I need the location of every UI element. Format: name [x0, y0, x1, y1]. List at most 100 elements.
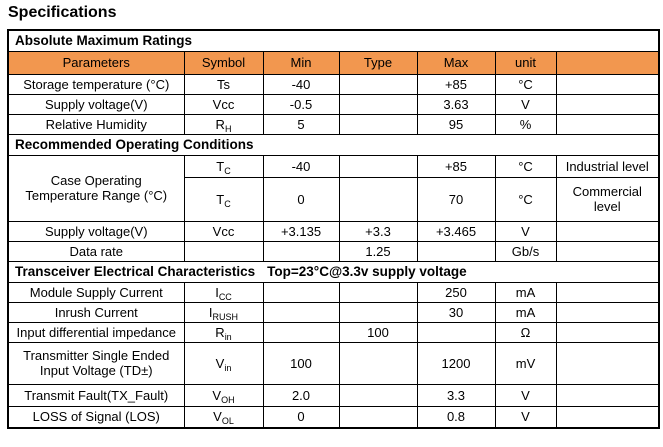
- row-supply-voltage-abs: Supply voltage(V) Vcc -0.5 3.63 V: [7, 93, 660, 115]
- cell-max: 1200: [416, 341, 496, 385]
- cell-max: 95: [416, 113, 496, 135]
- cell-note: [555, 281, 660, 303]
- row-relative-humidity: Relative Humidity RH 5 95 %: [7, 113, 660, 135]
- cell-parameter: Transmitter Single Ended Input Voltage (…: [7, 341, 185, 385]
- cell-parameter: Supply voltage(V): [7, 93, 185, 115]
- cell-note: [555, 240, 660, 262]
- cell-max: [416, 321, 496, 343]
- cell-type: 1.25: [338, 240, 418, 262]
- row-case-operating-temperature-commercial: TC 0 70 °C Commercial level: [8, 176, 660, 222]
- cell-type: +3.3: [338, 220, 418, 242]
- column-header-max: Max: [416, 50, 496, 75]
- section-header-recommended-operating-conditions: Recommended Operating Conditions: [7, 133, 660, 156]
- row-transmitter-single-ended-input-voltage: Transmitter Single Ended Input Voltage (…: [7, 341, 660, 385]
- cell-type: [338, 281, 418, 303]
- cell-min: -40: [262, 73, 340, 95]
- cell-note: [555, 341, 660, 385]
- section-note: Top=23°C@3.3v supply voltage: [267, 264, 467, 279]
- cell-min: 2.0: [262, 383, 340, 407]
- page-title: Specifications: [8, 4, 117, 21]
- cell-type: [338, 176, 418, 222]
- cell-min: [262, 281, 340, 303]
- row-case-operating-temperature-industrial: Case Operating Temperature Range (°C) TC…: [7, 154, 660, 222]
- cell-unit: °C: [494, 73, 557, 95]
- cell-min: 0: [262, 405, 340, 429]
- cell-min: [262, 240, 340, 262]
- cell-min: 5: [262, 113, 340, 135]
- cell-max: 0.8: [416, 405, 496, 429]
- cell-note: Commercial level: [555, 176, 660, 222]
- row-transmit-fault: Transmit Fault(TX_Fault) VOH 2.0 3.3 V: [7, 383, 660, 407]
- section-header-absolute-maximum-ratings: Absolute Maximum Ratings: [7, 29, 660, 52]
- cell-unit: Gb/s: [494, 240, 557, 262]
- cell-parameter: Input differential impedance: [7, 321, 185, 343]
- cell-parameter: Supply voltage(V): [7, 220, 185, 242]
- cell-type: [338, 113, 418, 135]
- cell-parameter: Data rate: [7, 240, 185, 262]
- cell-symbol: VOH: [183, 383, 264, 407]
- cell-unit: %: [494, 113, 557, 135]
- cell-symbol: Vin: [183, 341, 264, 385]
- column-header-unit: unit: [494, 50, 557, 75]
- cell-symbol: RH: [183, 113, 264, 135]
- cell-min: 100: [262, 341, 340, 385]
- cell-min: [262, 321, 340, 343]
- cell-symbol: TC: [183, 176, 264, 222]
- column-header-note: [555, 50, 660, 75]
- cell-symbol: Ts: [183, 73, 264, 95]
- section-title-cell: Transceiver Electrical Characteristics To…: [7, 260, 660, 283]
- row-loss-of-signal: LOSS of Signal (LOS) VOL 0 0.8 V: [7, 405, 660, 429]
- cell-parameter: Transmit Fault(TX_Fault): [7, 383, 185, 407]
- cell-symbol: Vcc: [183, 220, 264, 242]
- section-title-cell: Recommended Operating Conditions: [7, 133, 660, 156]
- cell-unit: °C: [494, 154, 557, 178]
- cell-parameter: Case Operating Temperature Range (°C): [7, 154, 185, 222]
- cell-max: +85: [416, 154, 496, 178]
- cell-min: +3.135: [262, 220, 340, 242]
- cell-max: [416, 240, 496, 262]
- cell-note: [555, 405, 660, 429]
- cell-note: [555, 220, 660, 242]
- cell-unit: V: [494, 405, 557, 429]
- cell-symbol: IRUSH: [183, 301, 264, 323]
- cell-parameter: LOSS of Signal (LOS): [7, 405, 185, 429]
- cell-symbol: ICC: [183, 281, 264, 303]
- cell-unit: V: [494, 220, 557, 242]
- cell-symbol: [183, 240, 264, 262]
- row-supply-voltage-recommended: Supply voltage(V) Vcc +3.135 +3.3 +3.465…: [7, 220, 660, 242]
- cell-type: 100: [338, 321, 418, 343]
- cell-note: Industrial level: [555, 154, 660, 178]
- column-header-min: Min: [262, 50, 340, 75]
- cell-parameter: Relative Humidity: [7, 113, 185, 135]
- cell-note: [555, 301, 660, 323]
- column-header-parameters: Parameters: [7, 50, 185, 75]
- cell-parameter: Module Supply Current: [7, 281, 185, 303]
- cell-parameter: Inrush Current: [7, 301, 185, 323]
- cell-max: +85: [416, 73, 496, 95]
- cell-unit: mV: [494, 341, 557, 385]
- column-header-row: Parameters Symbol Min Type Max unit: [7, 50, 660, 75]
- cell-max: 3.63: [416, 93, 496, 115]
- row-inrush-current: Inrush Current IRUSH 30 mA: [7, 301, 660, 323]
- cell-min: [262, 301, 340, 323]
- section-header-transceiver-electrical-characteristics: Transceiver Electrical Characteristics To…: [7, 260, 660, 283]
- column-header-symbol: Symbol: [183, 50, 264, 75]
- row-storage-temperature: Storage temperature (°C) Ts -40 +85 °C: [7, 73, 660, 95]
- cell-note: [555, 321, 660, 343]
- cell-type: [338, 383, 418, 407]
- cell-max: 30: [416, 301, 496, 323]
- cell-type: [338, 301, 418, 323]
- cell-note: [555, 93, 660, 115]
- cell-unit: Ω: [494, 321, 557, 343]
- cell-max: 70: [416, 176, 496, 222]
- section-title-cell: Absolute Maximum Ratings: [7, 29, 660, 52]
- cell-unit: °C: [494, 176, 557, 222]
- document-page: Specifications Absolute Maximum Ratings …: [7, 4, 661, 429]
- cell-symbol: VOL: [183, 405, 264, 429]
- cell-symbol: TC: [183, 154, 264, 178]
- cell-note: [555, 73, 660, 95]
- cell-unit: V: [494, 93, 557, 115]
- section-title: Recommended Operating Conditions: [15, 137, 254, 152]
- row-module-supply-current: Module Supply Current ICC 250 mA: [7, 281, 660, 303]
- section-title: Transceiver Electrical Characteristics: [15, 264, 256, 279]
